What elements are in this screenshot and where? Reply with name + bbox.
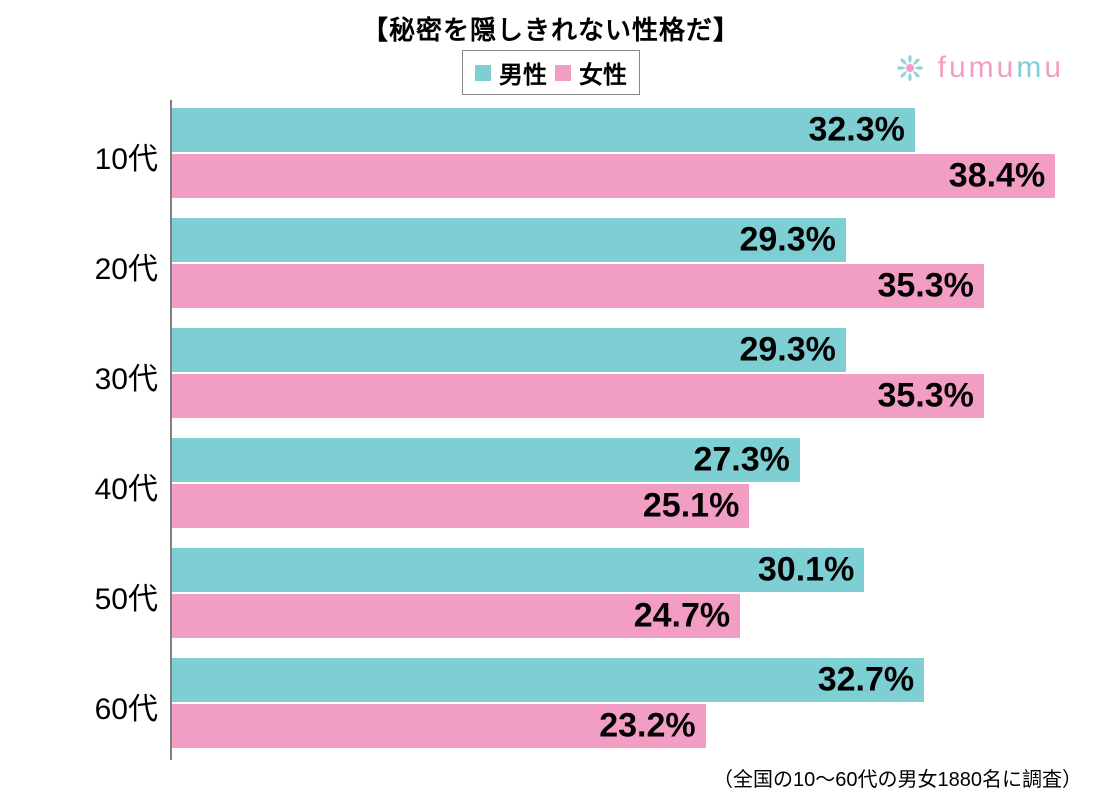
category-label: 50代 — [38, 574, 158, 618]
category-label: 20代 — [38, 244, 158, 288]
brand-text: fumumu — [938, 51, 1064, 85]
bar-female: 35.3% — [172, 374, 984, 418]
y-axis-labels: 10代 20代 30代 40代 50代 60代 — [38, 100, 158, 760]
bar-value: 38.4% — [949, 157, 1045, 196]
bar-male: 32.7% — [172, 658, 924, 702]
source-note: （全国の10～60代の男女1880名に調査） — [713, 763, 1082, 792]
bar-female: 23.2% — [172, 704, 706, 748]
category-label: 30代 — [38, 354, 158, 398]
legend-label-female: 女性 — [579, 55, 627, 90]
bar-value: 27.3% — [693, 441, 789, 480]
bar-female: 35.3% — [172, 264, 984, 308]
bar-value: 25.1% — [643, 487, 739, 526]
bar-female: 38.4% — [172, 154, 1055, 198]
legend-swatch-female — [555, 65, 571, 81]
bar-value: 23.2% — [599, 707, 695, 746]
bar-male: 32.3% — [172, 108, 915, 152]
bar-male: 29.3% — [172, 218, 846, 262]
flower-icon — [890, 48, 930, 88]
bar-value: 32.7% — [818, 661, 914, 700]
bar-value: 29.3% — [739, 331, 835, 370]
bar-male: 29.3% — [172, 328, 846, 372]
legend-swatch-male — [475, 65, 491, 81]
bar-value: 24.7% — [634, 597, 730, 636]
bar-value: 32.3% — [808, 111, 904, 150]
category-label: 40代 — [38, 464, 158, 508]
bar-value: 35.3% — [877, 377, 973, 416]
bar-value: 35.3% — [877, 267, 973, 306]
legend-label-male: 男性 — [499, 55, 547, 90]
bar-male: 27.3% — [172, 438, 800, 482]
plot-area: 32.3% 38.4% 29.3% 35.3% 29.3% 35.3% 27.3% 25.1%… — [170, 100, 1092, 760]
legend: 男性 女性 — [462, 50, 640, 95]
category-label: 10代 — [38, 134, 158, 178]
chart-title: 【秘密を隠しきれない性格だ】 — [0, 10, 1102, 47]
brand-logo: fumumu — [890, 48, 1064, 88]
bar-male: 30.1% — [172, 548, 864, 592]
bar-female: 24.7% — [172, 594, 740, 638]
category-label: 60代 — [38, 684, 158, 728]
bar-value: 29.3% — [739, 221, 835, 260]
bar-female: 25.1% — [172, 484, 749, 528]
chart-container: 【秘密を隠しきれない性格だ】 男性 女性 fumumu 10代 20代 30代 40代… — [0, 0, 1102, 800]
bar-value: 30.1% — [758, 551, 854, 590]
